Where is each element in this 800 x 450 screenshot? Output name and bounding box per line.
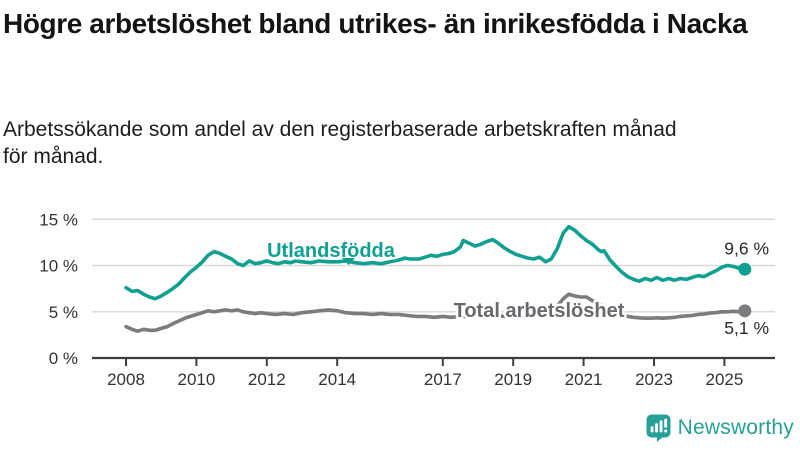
x-axis-label: 2008 [107,370,145,389]
y-axis-label: 10 % [39,257,78,276]
series-end-value-total: 5,1 % [724,318,769,338]
page-title: Högre arbetslöshet bland utrikes- än inr… [3,8,748,39]
x-axis-label: 2012 [248,370,286,389]
series-end-dot-utlandsfodda [738,262,752,276]
y-axis-label: 15 % [39,210,78,229]
y-axis-label: 5 % [49,303,78,322]
series-end-dot-total [738,304,752,318]
series-label-total: Total arbetslöshet [454,300,625,322]
series-label-utlandsfodda: Utlandsfödda [267,240,396,262]
newsworthy-logo-text: Newsworthy [677,416,794,439]
series-label-arrow-icon [342,258,355,265]
newsworthy-logo-icon [646,414,671,442]
series-line-total [124,292,747,333]
series-end-value-utlandsfodda: 9,6 % [724,239,769,259]
x-axis-label: 2023 [635,370,673,389]
series-line-utlandsfodda [124,224,747,301]
y-axis-label: 0 % [49,349,78,368]
chart-subtitle: Arbetssökande som andel av den registerb… [3,118,677,168]
x-axis-label: 2025 [705,370,743,389]
x-axis-label: 2017 [424,370,462,389]
x-axis-label: 2014 [318,370,356,389]
x-axis-label: 2010 [177,370,215,389]
newsworthy-logo: Newsworthy [646,414,794,442]
x-axis-label: 2019 [494,370,532,389]
unemployment-line-chart: 0 % 5 % 10 % 15 % 2008 2010 2012 2014 2017 2019 20… [39,210,775,389]
x-axis-label: 2021 [565,370,603,389]
